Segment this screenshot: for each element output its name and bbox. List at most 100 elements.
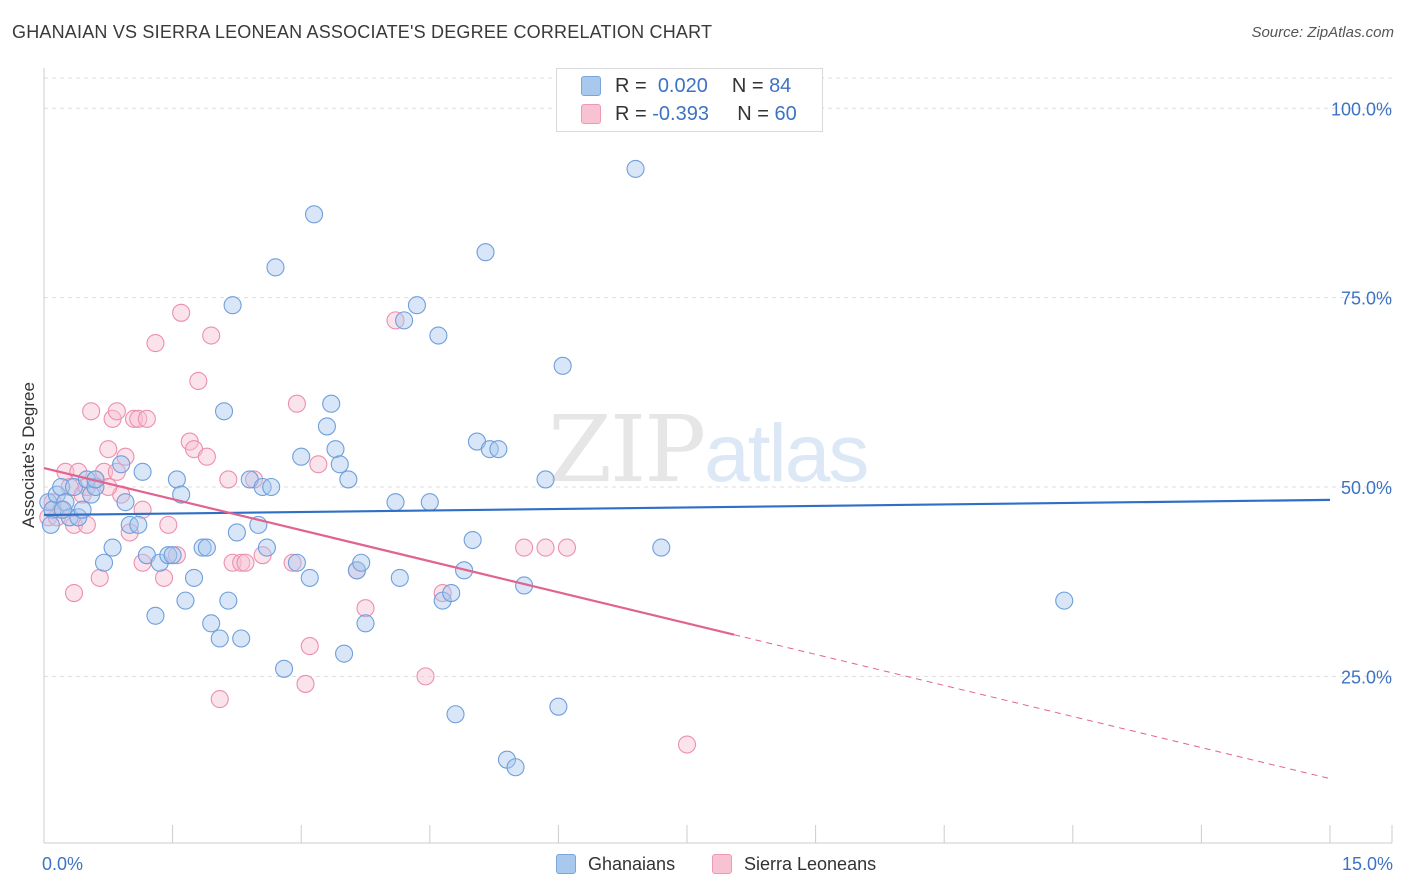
sierra-leonean-point bbox=[296, 674, 315, 693]
sierra-leonean-point bbox=[219, 470, 238, 489]
legend-r-label: R = bbox=[615, 102, 647, 125]
ghanaian-point bbox=[94, 553, 114, 572]
ghanaian-point bbox=[262, 477, 281, 497]
sierra-leonean-point bbox=[107, 402, 126, 421]
ghanaian-point bbox=[305, 205, 324, 224]
sierra-leonean-trend-line bbox=[43, 467, 735, 636]
sierra-leonean-point bbox=[515, 538, 534, 557]
ghanaian-point bbox=[163, 546, 182, 565]
ghanaian-point bbox=[429, 326, 448, 345]
sierra-leonean-point bbox=[82, 402, 101, 421]
sierra-leonean-point bbox=[90, 568, 109, 587]
legend-n-value: 84 bbox=[769, 74, 792, 97]
legend-r-label: R = bbox=[615, 74, 647, 97]
bottom-legend-ghanaians: Ghanaians bbox=[556, 852, 675, 876]
ghanaian-point bbox=[202, 614, 221, 633]
sierra-leonean-point bbox=[99, 440, 118, 459]
ghanaian-point bbox=[446, 705, 465, 724]
legend-n-label: N = bbox=[731, 74, 764, 97]
y-axis-title: Associate's Degree bbox=[19, 382, 38, 528]
legend-swatch-blue bbox=[581, 76, 601, 96]
ghanaian-point bbox=[1055, 591, 1074, 610]
bottom-legend-swatch-blue bbox=[556, 854, 576, 874]
bottom-legend-sierra-leoneans: Sierra Leoneans bbox=[712, 852, 876, 876]
ghanaian-point bbox=[129, 515, 148, 534]
ghanaian-point bbox=[339, 470, 358, 489]
watermark-zip: ZIP bbox=[548, 396, 706, 503]
watermark: ZIPatlas bbox=[548, 396, 869, 503]
ghanaian-point bbox=[159, 546, 178, 565]
ghanaian-point bbox=[210, 629, 229, 648]
chart-title: GHANAIAN VS SIERRA LEONEAN ASSOCIATE'S D… bbox=[12, 22, 713, 42]
watermark-atlas: atlas bbox=[704, 408, 869, 499]
ghanaian-point bbox=[420, 493, 439, 512]
ghanaian-point bbox=[300, 568, 319, 587]
ghanaian-point bbox=[626, 159, 645, 178]
sierra-leonean-point bbox=[416, 667, 435, 686]
sierra-leonean-point bbox=[287, 394, 306, 413]
x-tick-label: 0.0% bbox=[42, 854, 83, 874]
sierra-leonean-point bbox=[283, 553, 302, 572]
ghanaian-point bbox=[553, 356, 572, 375]
sierra-leonean-point bbox=[159, 515, 178, 534]
legend-n-label: N = bbox=[737, 102, 769, 125]
sierra-leonean-point bbox=[197, 447, 216, 466]
tick-labels: 100.0% 75.0% 50.0% 25.0% 0.0% 15.0% bbox=[42, 99, 1393, 874]
sierra-leonean-point bbox=[300, 637, 319, 656]
ghanaian-point bbox=[476, 243, 495, 262]
ghanaian-point bbox=[352, 553, 371, 572]
ghanaian-point bbox=[116, 493, 135, 512]
ghanaian-point bbox=[317, 417, 336, 436]
ghanaian-point bbox=[257, 538, 276, 557]
ghanaian-point bbox=[506, 758, 525, 777]
bottom-legend-swatch-pink bbox=[712, 854, 732, 874]
y-tick-label: 50.0% bbox=[1341, 478, 1392, 498]
ghanaian-point bbox=[52, 477, 71, 497]
ghanaian-point bbox=[275, 659, 294, 678]
ghanaian-point bbox=[227, 523, 246, 542]
sierra-leonean-point bbox=[232, 553, 251, 572]
ghanaian-point bbox=[214, 402, 234, 421]
ghanaian-point bbox=[103, 538, 122, 557]
sierra-leonean-point bbox=[557, 538, 577, 557]
ghanaian-point bbox=[395, 311, 414, 330]
ghanaian-point bbox=[326, 440, 345, 459]
ghanaian-point bbox=[266, 258, 285, 277]
y-tick-label: 100.0% bbox=[1331, 99, 1392, 119]
sierra-leonean-point bbox=[124, 409, 144, 428]
x-tick-label: 15.0% bbox=[1342, 854, 1393, 874]
ghanaian-point bbox=[219, 591, 238, 610]
ghanaian-point bbox=[167, 470, 186, 489]
ghanaian-point bbox=[41, 515, 60, 534]
ghanaian-point bbox=[197, 538, 216, 557]
sierra-leonean-point bbox=[677, 735, 697, 754]
correlation-legend: R = 0.020 N = 84 R = -0.393 N = 60 bbox=[556, 68, 823, 132]
ghanaian-point bbox=[86, 477, 105, 497]
grid-lines bbox=[44, 77, 1392, 677]
ghanaian-point bbox=[184, 568, 204, 587]
sierra-leonean-trend-extension bbox=[734, 634, 1331, 780]
legend-n-value: 60 bbox=[774, 102, 797, 125]
ghanaian-point bbox=[549, 697, 568, 716]
sierra-leonean-point bbox=[133, 500, 152, 519]
ghanaian-point bbox=[356, 614, 375, 633]
sierra-leonean-point bbox=[536, 538, 555, 557]
sierra-leonean-point bbox=[210, 690, 229, 709]
ghanaian-point bbox=[223, 296, 242, 315]
ghanaian-point bbox=[287, 553, 306, 572]
sierra-leonean-point bbox=[154, 568, 174, 587]
ghanaian-point bbox=[232, 629, 251, 648]
sierra-leonean-point bbox=[146, 334, 165, 353]
sierra-leonean-point bbox=[356, 599, 375, 618]
ghanaian-point bbox=[463, 530, 482, 550]
trend-lines bbox=[43, 467, 1331, 780]
legend-row-ghanaians: R = 0.020 N = 84 bbox=[581, 73, 791, 99]
ghanaian-point bbox=[112, 455, 131, 474]
y-tick-label: 25.0% bbox=[1341, 667, 1392, 687]
ghanaian-point bbox=[652, 538, 671, 557]
ghanaian-point bbox=[489, 440, 508, 459]
legend-row-sierra-leoneans: R = -0.393 N = 60 bbox=[581, 101, 797, 127]
sierra-leonean-point bbox=[189, 371, 208, 391]
ghanaian-point bbox=[172, 485, 191, 504]
